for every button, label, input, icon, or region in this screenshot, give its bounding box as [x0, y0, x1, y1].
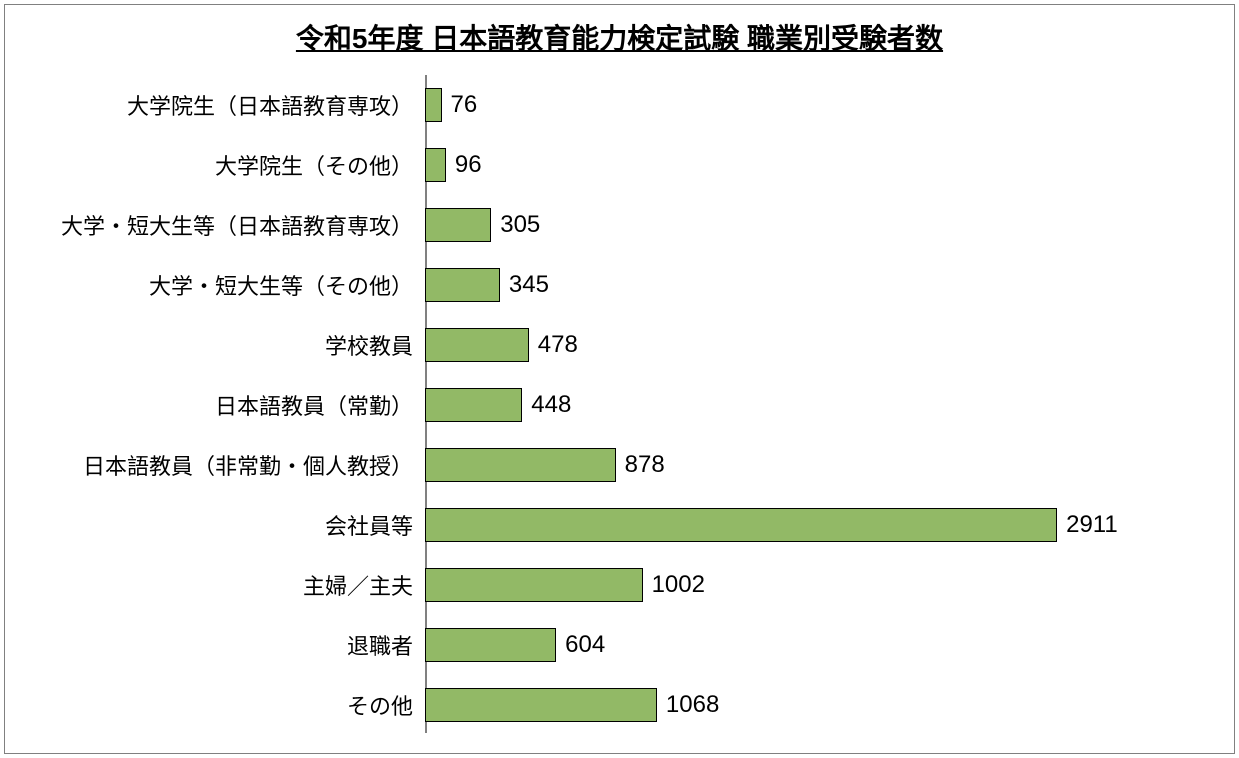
- data-bar: 76: [425, 88, 442, 122]
- bar-row: 大学院生（その他）96: [25, 135, 1214, 195]
- data-bar: 478: [425, 328, 529, 362]
- value-label: 96: [445, 151, 482, 179]
- category-label: 日本語教員（非常勤・個人教授）: [25, 449, 425, 481]
- category-label: その他: [25, 689, 425, 721]
- data-bar: 1068: [425, 688, 657, 722]
- bar-row: 会社員等2911: [25, 495, 1214, 555]
- bar-row: 大学・短大生等（その他）345: [25, 255, 1214, 315]
- axis-area: 478: [425, 315, 1214, 375]
- chart-container: 令和5年度 日本語教育能力検定試験 職業別受験者数 大学院生（日本語教育専攻）7…: [4, 4, 1235, 754]
- data-bar: 448: [425, 388, 522, 422]
- data-bar: 2911: [425, 508, 1057, 542]
- axis-area: 448: [425, 375, 1214, 435]
- value-label: 604: [555, 631, 605, 659]
- data-bar: 96: [425, 148, 446, 182]
- value-label: 345: [499, 271, 549, 299]
- bar-row: 日本語教員（常勤）448: [25, 375, 1214, 435]
- category-label: 大学院生（日本語教育専攻）: [25, 89, 425, 121]
- data-bar: 305: [425, 208, 491, 242]
- axis-area: 96: [425, 135, 1214, 195]
- bar-row: その他1068: [25, 675, 1214, 735]
- axis-area: 2911: [425, 495, 1214, 555]
- bar-row: 主婦／主夫1002: [25, 555, 1214, 615]
- value-label: 448: [521, 391, 571, 419]
- value-label: 1068: [656, 691, 719, 719]
- category-label: 主婦／主夫: [25, 569, 425, 601]
- value-label: 878: [615, 451, 665, 479]
- data-bar: 1002: [425, 568, 643, 602]
- data-bar: 604: [425, 628, 556, 662]
- bar-row: 学校教員478: [25, 315, 1214, 375]
- category-label: 大学・短大生等（日本語教育専攻）: [25, 209, 425, 241]
- chart-title: 令和5年度 日本語教育能力検定試験 職業別受験者数: [5, 5, 1234, 65]
- axis-area: 345: [425, 255, 1214, 315]
- bars-container: 大学院生（日本語教育専攻）76大学院生（その他）96大学・短大生等（日本語教育専…: [25, 75, 1214, 735]
- axis-area: 604: [425, 615, 1214, 675]
- plot-area: 大学院生（日本語教育専攻）76大学院生（その他）96大学・短大生等（日本語教育専…: [25, 75, 1214, 733]
- category-label: 大学・短大生等（その他）: [25, 269, 425, 301]
- axis-area: 305: [425, 195, 1214, 255]
- bar-row: 大学院生（日本語教育専攻）76: [25, 75, 1214, 135]
- value-label: 305: [490, 211, 540, 239]
- category-label: 会社員等: [25, 509, 425, 541]
- axis-area: 878: [425, 435, 1214, 495]
- value-label: 76: [441, 91, 478, 119]
- bar-row: 大学・短大生等（日本語教育専攻）305: [25, 195, 1214, 255]
- axis-area: 1002: [425, 555, 1214, 615]
- axis-area: 1068: [425, 675, 1214, 735]
- category-label: 大学院生（その他）: [25, 149, 425, 181]
- axis-area: 76: [425, 75, 1214, 135]
- category-label: 学校教員: [25, 329, 425, 361]
- bar-row: 退職者604: [25, 615, 1214, 675]
- data-bar: 878: [425, 448, 616, 482]
- bar-row: 日本語教員（非常勤・個人教授）878: [25, 435, 1214, 495]
- data-bar: 345: [425, 268, 500, 302]
- value-label: 478: [528, 331, 578, 359]
- value-label: 2911: [1056, 511, 1118, 539]
- category-label: 日本語教員（常勤）: [25, 389, 425, 421]
- category-label: 退職者: [25, 629, 425, 661]
- value-label: 1002: [642, 571, 705, 599]
